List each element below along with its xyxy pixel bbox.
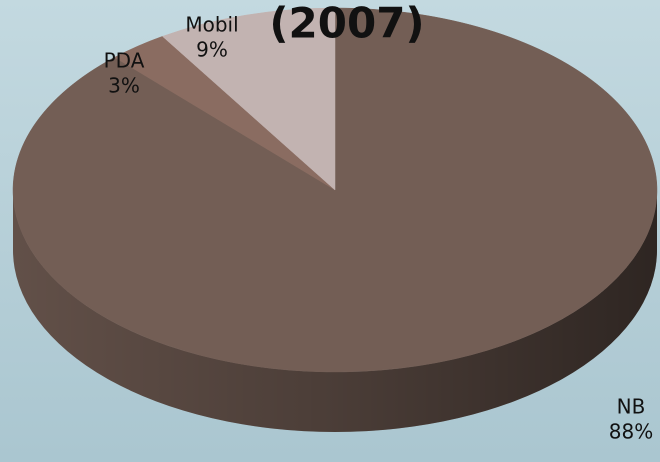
slice-value-label: 9% [196, 38, 228, 62]
pie [12, 7, 658, 432]
slice-label: NB [617, 395, 646, 419]
slice-label: Mobil [185, 13, 238, 37]
chart-title: (2007) [269, 0, 424, 48]
slice-side-shade [13, 190, 657, 432]
slice-value-label: 88% [609, 420, 653, 444]
slice [161, 7, 336, 191]
slice-value-label: 3% [108, 74, 140, 98]
slice-label: PDA [104, 49, 145, 73]
